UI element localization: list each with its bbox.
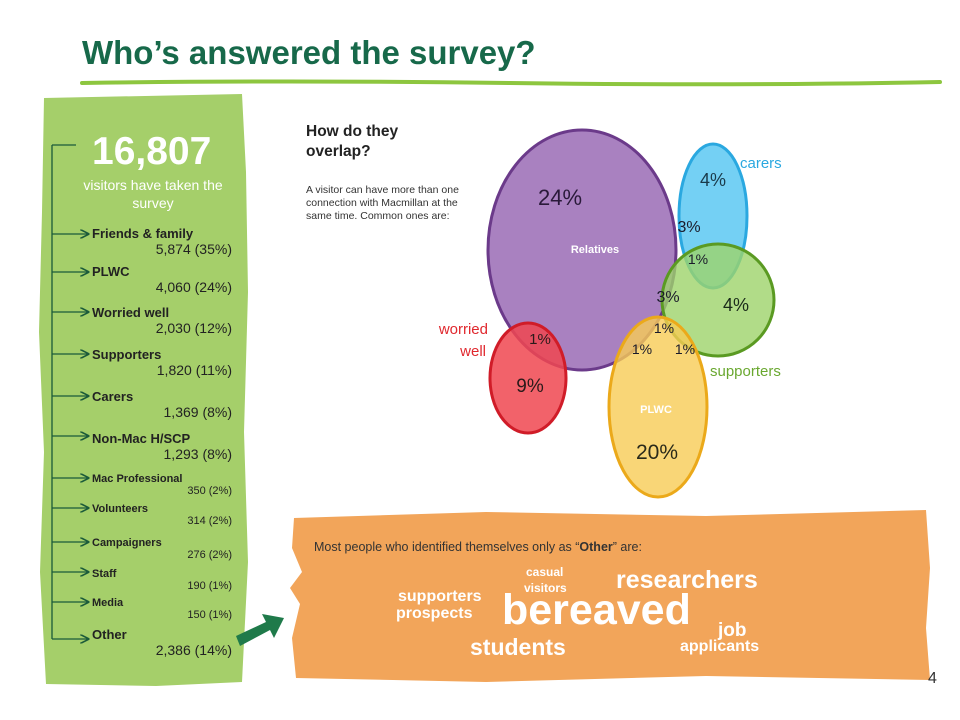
category-label: Other xyxy=(92,627,127,642)
overlap-venn-diagram: 24% Relatives 4% carers 3% 1% 3% 4% supp… xyxy=(438,128,782,499)
category-value: 2,030 (12%) xyxy=(155,320,232,336)
category-non-mac-hscp: Non-Mac H/SCP 1,293 (8%) xyxy=(92,431,232,462)
plwc-label: PLWC xyxy=(640,404,672,416)
word-prospects: prospects xyxy=(396,605,473,622)
category-mac-professional: Mac Professional 350 (2%) xyxy=(92,473,232,497)
plwc-set xyxy=(607,315,709,499)
relatives-label: Relatives xyxy=(571,244,619,256)
relatives-pct: 24% xyxy=(538,185,582,210)
total-visitors-caption: visitors have taken the survey xyxy=(83,177,223,211)
word-students: students xyxy=(470,634,566,660)
category-supporters: Supporters 1,820 (11%) xyxy=(92,347,232,378)
title-underline xyxy=(80,79,942,87)
word-supporters: supporters xyxy=(398,588,482,605)
supporters-pct: 4% xyxy=(723,295,749,315)
worried-well-label-line2: well xyxy=(459,343,486,360)
category-label: Carers xyxy=(92,389,134,404)
category-volunteers: Volunteers 314 (2%) xyxy=(92,503,232,527)
carers-pct: 4% xyxy=(700,170,726,190)
relatives-worried-pct: 1% xyxy=(529,331,551,348)
other-intro-post: ” are: xyxy=(612,540,642,554)
category-label: Volunteers xyxy=(92,503,149,515)
relatives-carers-pct: 3% xyxy=(677,219,700,236)
overlap-description: A visitor can have more than one connect… xyxy=(306,184,459,222)
other-arrow-icon xyxy=(236,614,284,646)
relatives-carers-supporters-pct: 1% xyxy=(688,251,708,267)
category-label: Supporters xyxy=(92,347,162,362)
relatives-supporters-pct: 3% xyxy=(656,289,679,306)
worried-well-pct: 9% xyxy=(516,376,544,397)
other-intro-text: Most people who identified themselves on… xyxy=(314,540,642,554)
category-campaigners: Campaigners 276 (2%) xyxy=(92,537,232,561)
category-label: Staff xyxy=(92,568,117,580)
category-value: 350 (2%) xyxy=(187,485,232,497)
category-value: 4,060 (24%) xyxy=(155,279,232,295)
category-label: Friends & family xyxy=(92,226,194,241)
category-carers: Carers 1,369 (8%) xyxy=(92,389,232,420)
other-panel-background xyxy=(290,510,930,682)
category-value: 314 (2%) xyxy=(187,515,232,527)
category-worried-well: Worried well 2,030 (12%) xyxy=(92,305,232,336)
category-label: Non-Mac H/SCP xyxy=(92,431,191,446)
word-applicants: applicants xyxy=(680,638,760,655)
summary-panel-background xyxy=(39,94,248,686)
supporters-label: supporters xyxy=(710,363,781,380)
overlap-heading: How do they overlap? xyxy=(306,123,399,160)
category-value: 150 (1%) xyxy=(187,609,232,621)
category-label: Media xyxy=(92,597,124,609)
category-value: 1,369 (8%) xyxy=(163,404,232,420)
word-bereaved: bereaved xyxy=(502,586,691,634)
category-value: 2,386 (14%) xyxy=(155,642,232,658)
category-label: Mac Professional xyxy=(92,473,183,485)
word-casual: casual xyxy=(526,565,564,579)
category-value: 1,293 (8%) xyxy=(163,446,232,462)
category-value: 5,874 (35%) xyxy=(155,241,232,257)
other-intro-bold: Other xyxy=(579,540,613,554)
carers-label: carers xyxy=(740,155,782,172)
plwc-pct: 20% xyxy=(636,441,678,464)
worried-well-label-line1: worried xyxy=(438,321,488,338)
relatives-supporters-plwc-pct: 1% xyxy=(654,320,674,336)
worried-well-set xyxy=(488,321,568,435)
category-other: Other 2,386 (14%) xyxy=(92,627,232,658)
category-label: Campaigners xyxy=(92,537,162,549)
category-plwc: PLWC 4,060 (24%) xyxy=(92,264,232,295)
category-connector-lines xyxy=(51,144,92,650)
word-visitors: visitors xyxy=(524,581,567,595)
other-intro-pre: Most people who identified themselves on… xyxy=(314,540,580,554)
category-label: PLWC xyxy=(92,264,130,279)
category-value: 276 (2%) xyxy=(187,549,232,561)
supporters-set xyxy=(660,242,776,358)
category-media: Media 150 (1%) xyxy=(92,597,232,621)
page-title: Who’s answered the survey? xyxy=(82,34,536,71)
word-researchers: researchers xyxy=(616,566,758,594)
category-staff: Staff 190 (1%) xyxy=(92,568,232,592)
relatives-set xyxy=(486,128,678,372)
relatives-plwc-pct: 1% xyxy=(632,341,652,357)
word-job: job xyxy=(718,620,747,641)
category-friends-family: Friends & family 5,874 (35%) xyxy=(92,226,232,257)
category-value: 1,820 (11%) xyxy=(156,362,232,378)
total-visitors-count: 16,807 xyxy=(92,130,212,173)
page-number: 4 xyxy=(928,670,937,687)
category-label: Worried well xyxy=(92,305,170,320)
supporters-plwc-pct: 1% xyxy=(675,341,695,357)
category-value: 190 (1%) xyxy=(187,580,232,592)
